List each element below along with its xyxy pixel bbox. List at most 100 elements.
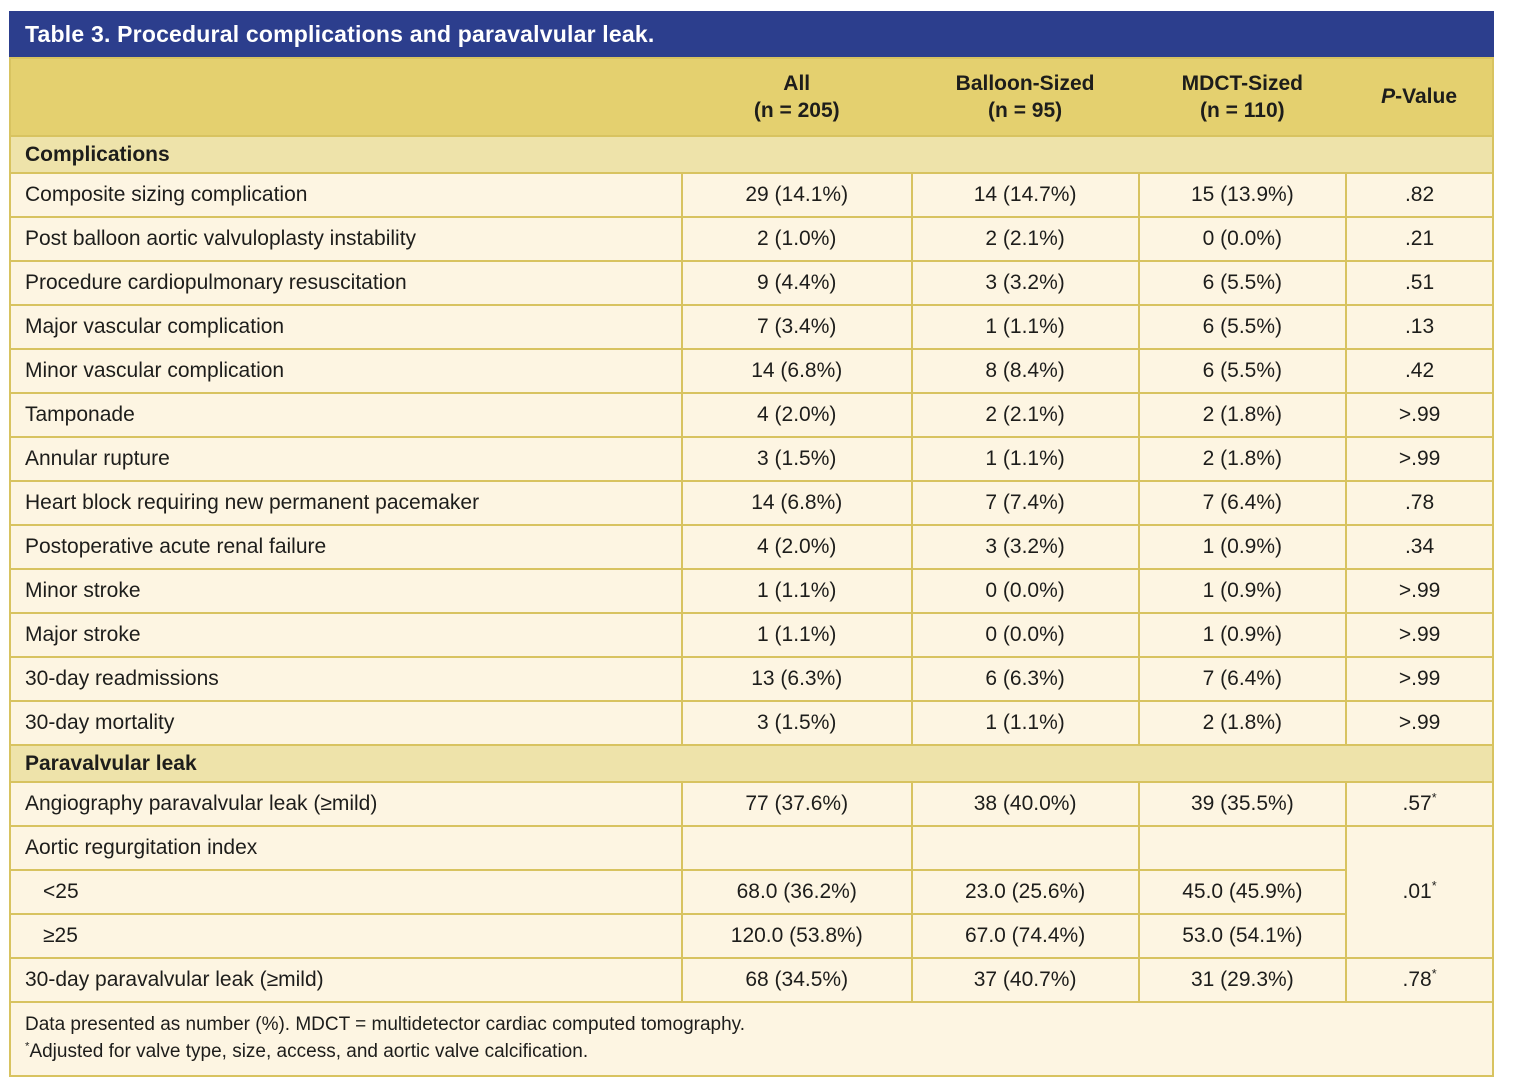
cell-pvalue: .42 [1345,348,1494,394]
row-label: <25 [9,869,683,915]
row-label: Major stroke [9,612,683,658]
row-label: Tamponade [9,392,683,438]
cell-mdct-sized: 2 (1.8%) [1137,392,1348,438]
cell-balloon-sized: 2 (2.1%) [910,216,1140,262]
cell-pvalue: >.99 [1345,700,1494,746]
row-label: Post balloon aortic valvuloplasty instab… [9,216,683,262]
row-label: ≥25 [9,913,683,959]
table-header: All (n = 205) Balloon-Sized (n = 95) MDC… [10,58,1493,136]
cell-all: 68 (34.5%) [680,957,913,1003]
cell-balloon-sized: 0 (0.0%) [910,612,1140,658]
row-label: 30-day mortality [9,700,683,746]
cell-mdct-sized: 39 (35.5%) [1137,781,1348,827]
cell-balloon-sized: 3 (3.2%) [910,260,1140,306]
table-row: Heart block requiring new permanent pace… [9,480,1494,526]
cell-mdct-sized: 1 (0.9%) [1137,612,1348,658]
cell-pvalue: >.99 [1345,392,1494,438]
cell-pvalue: .13 [1345,304,1494,350]
column-header-balloon-line1: Balloon-Sized [955,71,1095,95]
row-label: Angiography paravalvular leak (≥mild) [9,781,683,827]
table-row: 30-day paravalvular leak (≥mild) 68 (34.5… [9,957,1494,1003]
table-row: Minor vascular complication 14 (6.8%) 8 (8… [9,348,1494,394]
cell-balloon-sized [910,825,1140,871]
cell-all: 3 (1.5%) [680,436,913,482]
cell-balloon-sized: 1 (1.1%) [910,436,1140,482]
cell-all: 4 (2.0%) [680,392,913,438]
cell-balloon-sized: 14 (14.7%) [910,172,1140,218]
cell-pvalue: .82 [1345,172,1494,218]
cell-all: 120.0 (53.8%) [680,913,913,959]
column-header-all: All (n = 205) [681,58,912,136]
complications-table: All (n = 205) Balloon-Sized (n = 95) MDC… [9,57,1494,1078]
column-header-balloon-sized: Balloon-Sized (n = 95) [911,58,1139,136]
section-label: Paravalvular leak [9,744,1494,783]
row-label: Procedure cardiopulmonary resuscitation [9,260,683,306]
cell-balloon-sized: 6 (6.3%) [910,656,1140,702]
table-title-bar: Table 3. Procedural complications and pa… [9,11,1494,57]
footnote-cell: Data presented as number (%). MDCT = mul… [9,1000,1494,1078]
column-header-balloon-line2: (n = 95) [988,99,1063,122]
section-header-row: Paravalvular leak [9,744,1494,783]
table-row: ≥25 120.0 (53.8%) 67.0 (74.4%) 53.0 (54.1%) [9,913,1493,959]
cell-balloon-sized: 38 (40.0%) [910,781,1140,827]
table-row: Angiography paravalvular leak (≥mild) 77 … [9,781,1494,827]
footnote-row: Data presented as number (%). MDCT = mul… [9,1000,1494,1078]
cell-all: 14 (6.8%) [680,480,913,526]
table-row: 30-day readmissions 13 (6.3%) 6 (6.3%) 7 (6… [9,656,1494,702]
header-row: All (n = 205) Balloon-Sized (n = 95) MDC… [10,58,1493,136]
cell-pvalue: >.99 [1345,656,1494,702]
cell-all: 7 (3.4%) [680,304,913,350]
pvalue-footnote-marker: * [1431,791,1437,805]
row-label: Heart block requiring new permanent pace… [9,480,683,526]
table-row: Procedure cardiopulmonary resuscitation 9… [9,260,1494,306]
column-header-all-line2: (n = 205) [753,99,840,122]
row-label: Minor stroke [9,568,683,614]
cell-pvalue: >.99 [1345,568,1494,614]
cell-mdct-sized: 7 (6.4%) [1137,656,1348,702]
cell-balloon-sized: 7 (7.4%) [910,480,1140,526]
table-footer: Data presented as number (%). MDCT = mul… [9,1000,1494,1078]
pvalue-footnote-marker: * [1431,879,1437,893]
footnote-line2: *Adjusted for valve type, size, access, … [25,1039,1478,1066]
column-header-mdct-sized: MDCT-Sized (n = 110) [1138,58,1347,136]
row-label: Major vascular complication [9,304,683,350]
cell-pvalue: .34 [1345,524,1494,570]
table-row: Minor stroke 1 (1.1%) 0 (0.0%) 1 (0.9%) >.99 [9,568,1494,614]
footnote-line2-text: Adjusted for valve type, size, access, a… [29,1040,589,1062]
cell-mdct-sized: 2 (1.8%) [1137,700,1348,746]
cell-pvalue: >.99 [1345,612,1494,658]
cell-mdct-sized: 31 (29.3%) [1137,957,1348,1003]
cell-mdct-sized: 6 (5.5%) [1137,304,1348,350]
cell-mdct-sized: 15 (13.9%) [1137,172,1348,218]
cell-mdct-sized: 0 (0.0%) [1137,216,1348,262]
column-header-mdct-line1: MDCT-Sized [1181,71,1304,95]
row-label: Aortic regurgitation index [9,825,683,871]
pvalue-italic-p: P [1381,85,1396,109]
footnote-asterisk: * [25,1040,30,1053]
cell-pvalue: .01* [1345,825,1494,959]
cell-mdct-sized: 1 (0.9%) [1137,524,1348,570]
cell-balloon-sized: 1 (1.1%) [910,700,1140,746]
table-row: <25 68.0 (36.2%) 23.0 (25.6%) 45.0 (45.9%) [9,869,1493,915]
column-header-empty [10,58,682,136]
table-row: Tamponade 4 (2.0%) 2 (2.1%) 2 (1.8%) >.99 [9,392,1494,438]
table-row: Composite sizing complication 29 (14.1%) 1… [9,172,1494,218]
table-row: Major vascular complication 7 (3.4%) 1 (1.… [9,304,1494,350]
row-label: Composite sizing complication [9,172,683,218]
cell-mdct-sized: 1 (0.9%) [1137,568,1348,614]
table-row: Postoperative acute renal failure 4 (2.0%… [9,524,1494,570]
table-container: Table 3. Procedural complications and pa… [9,11,1494,1078]
cell-pvalue: .78* [1345,957,1494,1003]
footnote-line1: Data presented as number (%). MDCT = mul… [25,1014,746,1035]
cell-all: 3 (1.5%) [680,700,913,746]
cell-all: 2 (1.0%) [680,216,913,262]
cell-balloon-sized: 67.0 (74.4%) [910,913,1140,959]
cell-all: 4 (2.0%) [680,524,913,570]
cell-pvalue: .51 [1345,260,1494,306]
table-row: 30-day mortality 3 (1.5%) 1 (1.1%) 2 (1.8%)… [9,700,1494,746]
cell-mdct-sized [1137,825,1348,871]
cell-mdct-sized: 6 (5.5%) [1137,260,1348,306]
pvalue-footnote-marker: * [1431,967,1437,981]
table-row: Aortic regurgitation index .01* [9,825,1494,959]
cell-all: 1 (1.1%) [680,568,913,614]
